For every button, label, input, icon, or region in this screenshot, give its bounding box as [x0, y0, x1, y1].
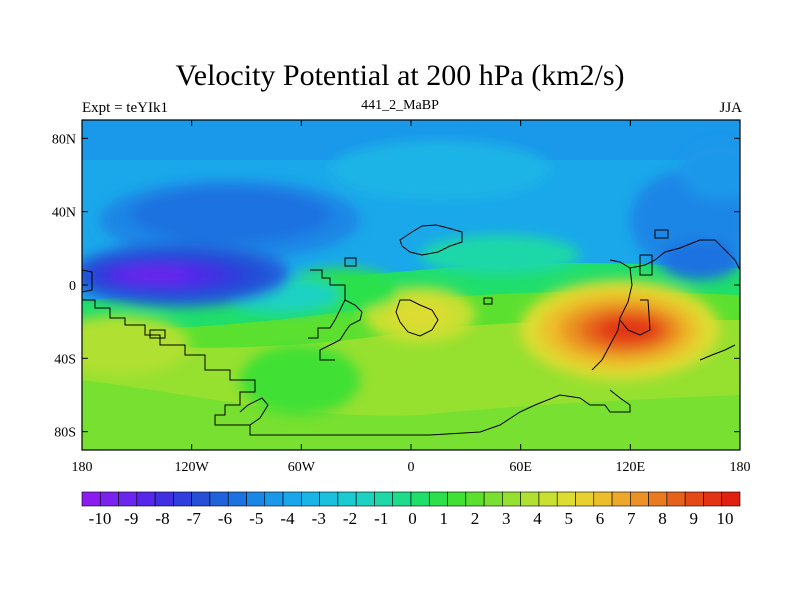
colorbar-label: -4	[280, 509, 295, 528]
colorbar-swatch	[410, 491, 430, 507]
x-tick-label: 60W	[288, 460, 316, 475]
x-tick-label: 120E	[616, 460, 646, 475]
colorbar-label: -8	[155, 509, 169, 528]
colorbar-label: 10	[717, 509, 734, 528]
colorbar-swatch	[465, 491, 485, 507]
colorbar-swatch	[227, 491, 247, 507]
colorbar-swatch	[611, 491, 631, 507]
plot-title: Velocity Potential at 200 hPa (km2/s)	[175, 59, 625, 92]
colorbar-swatch	[666, 491, 686, 507]
coastlines	[82, 224, 740, 436]
colorbar-swatch	[538, 491, 558, 507]
colorbar-swatch	[301, 491, 320, 507]
colorbar-label: 3	[502, 509, 511, 528]
x-tick-label: 60E	[509, 460, 532, 475]
colorbar-label: -1	[374, 509, 388, 528]
colorbar-label: 5	[565, 509, 574, 528]
colorbar-label: -9	[124, 509, 138, 528]
colorbar-swatch	[392, 491, 412, 507]
season-label: JJA	[719, 100, 742, 116]
colorbar-label: -10	[89, 509, 112, 528]
colorbar-swatch	[684, 491, 704, 507]
colorbar-swatch	[319, 491, 339, 507]
colorbar-swatch	[355, 491, 375, 507]
colorbar-swatch	[703, 491, 723, 507]
colorbar: -10 -9 -8 -7 -6 -5 -4 -3 -2 -1 0 1 2 3 4 5 6 7 8 9 10	[81, 491, 741, 528]
colorbar-swatch	[502, 491, 521, 507]
colorbar-swatch	[81, 491, 101, 507]
colorbar-label: 2	[471, 509, 480, 528]
colorbar-swatch	[556, 491, 576, 507]
colorbar-swatch	[428, 491, 448, 507]
contour-field	[82, 120, 740, 450]
colorbar-swatch	[648, 491, 668, 507]
colorbar-swatch	[447, 491, 467, 507]
colorbar-swatch	[483, 491, 503, 507]
run-label: 441_2_MaBP	[361, 98, 439, 113]
colorbar-swatch	[264, 491, 284, 507]
colorbar-label: -5	[249, 509, 263, 528]
colorbar-swatch	[154, 491, 174, 507]
x-tick-label: 180	[730, 460, 751, 475]
colorbar-label: 9	[690, 509, 699, 528]
colorbar-label: -2	[343, 509, 357, 528]
colorbar-swatch	[630, 491, 649, 507]
colorbar-label: 7	[627, 509, 636, 528]
colorbar-swatch	[118, 491, 138, 507]
colorbar-swatch	[209, 491, 229, 507]
colorbar-label: -3	[312, 509, 326, 528]
colorbar-label: -7	[187, 509, 202, 528]
colorbar-swatch	[282, 491, 302, 507]
colorbar-swatch	[99, 491, 119, 507]
colorbar-label: 0	[408, 509, 417, 528]
experiment-label: Expt = teYIk1	[82, 100, 168, 116]
x-tick-label: 180	[72, 460, 93, 475]
y-tick-label: 40N	[52, 206, 76, 221]
colorbar-label: 1	[440, 509, 449, 528]
x-tick-label: 120W	[175, 460, 210, 475]
colorbar-swatch	[520, 491, 540, 507]
colorbar-label: 4	[533, 509, 542, 528]
y-tick-label: 40S	[54, 352, 76, 367]
colorbar-swatch	[191, 491, 211, 507]
colorbar-label: 6	[596, 509, 605, 528]
colorbar-swatch	[173, 491, 192, 507]
colorbar-swatch	[575, 491, 595, 507]
colorbar-swatch	[136, 491, 156, 507]
colorbar-swatch	[374, 491, 394, 507]
colorbar-swatch	[593, 491, 613, 507]
y-tick-label: 80S	[54, 426, 76, 441]
colorbar-swatch	[337, 491, 357, 507]
colorbar-label: -6	[218, 509, 232, 528]
colorbar-swatch	[721, 491, 741, 507]
y-tick-label: 0	[69, 279, 76, 294]
colorbar-label: 8	[658, 509, 667, 528]
axis-ticks: 180 120W 60W 0 60E 120E 180 80N 40N 0 40S 80S	[52, 120, 751, 475]
x-tick-label: 0	[408, 460, 415, 475]
y-tick-label: 80N	[52, 132, 76, 147]
colorbar-swatch	[246, 491, 266, 507]
